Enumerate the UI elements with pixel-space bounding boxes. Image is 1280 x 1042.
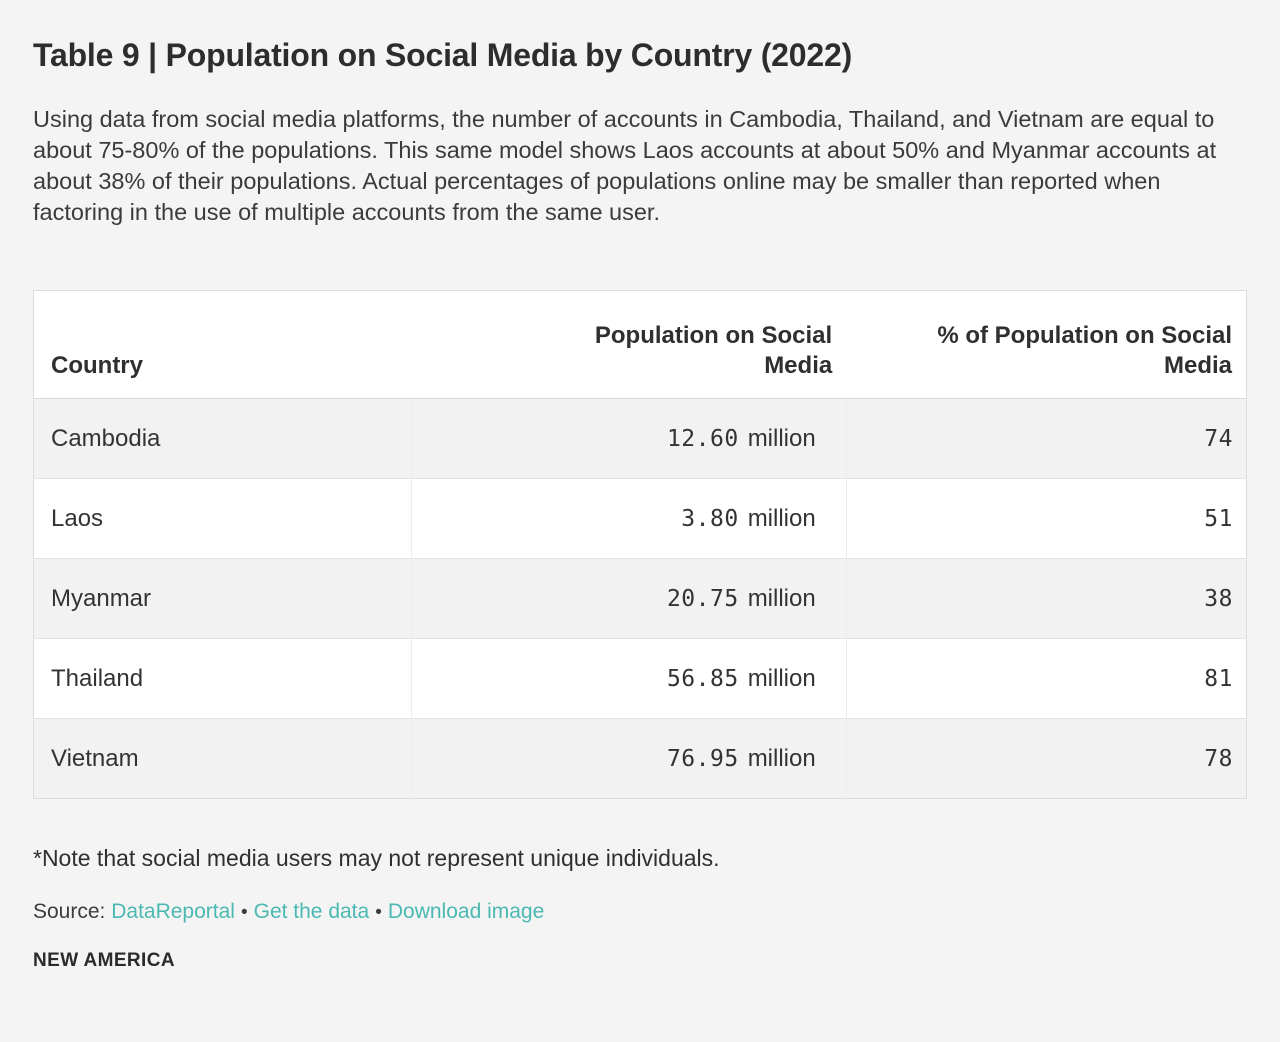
column-header-population-label: Population on Social Media (594, 322, 833, 379)
download-image-link[interactable]: Download image (387, 900, 545, 923)
percent-cell: 78 (845, 718, 1247, 799)
population-unit: million (747, 424, 816, 452)
get-the-data-link[interactable]: Get the data (253, 900, 370, 923)
column-header-percent: % of Population on Social Media (846, 290, 1247, 399)
table-header: Country Population on Social Media % of … (33, 290, 1247, 399)
header-row: Country Population on Social Media % of … (33, 290, 1247, 399)
footnote: *Note that social media users may not re… (33, 845, 720, 871)
chart-description: Using data from social media platforms, … (33, 106, 1217, 225)
country-cell: Laos (33, 478, 412, 559)
population-value: 3.80 (681, 505, 739, 532)
column-header-population: Population on Social Media (411, 290, 847, 399)
table-row: Thailand 56.85 million 81 (33, 638, 1247, 719)
population-unit: million (747, 664, 816, 692)
percent-cell: 74 (845, 398, 1247, 479)
percent-cell: 51 (845, 478, 1247, 559)
data-table-container: Country Population on Social Media % of … (33, 290, 1247, 799)
source-line: Source: DataReportal • Get the data • Downlo… (33, 900, 1247, 924)
country-cell: Thailand (33, 638, 412, 719)
population-value: 56.85 (666, 665, 739, 692)
page-title: Table 9 | Population on Social Media by … (33, 37, 853, 73)
table-row: Laos 3.80 million 51 (33, 478, 1247, 559)
population-cell: 56.85 million (411, 638, 847, 719)
source-label: Source: (33, 900, 106, 923)
population-unit: million (747, 744, 816, 772)
population-unit: million (747, 584, 816, 612)
bullet-separator: • (240, 902, 248, 923)
table-row: Cambodia 12.60 million 74 (33, 398, 1247, 479)
table-row: Myanmar 20.75 million 38 (33, 558, 1247, 639)
country-cell: Myanmar (33, 558, 412, 639)
population-cell: 20.75 million (411, 558, 847, 639)
country-cell: Cambodia (33, 398, 412, 479)
population-value: 12.60 (666, 425, 739, 452)
population-value: 20.75 (666, 585, 739, 612)
country-cell: Vietnam (33, 718, 412, 799)
table-row: Vietnam 76.95 million 78 (33, 718, 1247, 799)
source-link-datareportal[interactable]: DataReportal (111, 900, 235, 923)
population-table: Country Population on Social Media % of … (33, 290, 1247, 799)
bullet-separator: • (375, 902, 382, 923)
percent-cell: 81 (845, 638, 1247, 719)
population-value: 76.95 (666, 745, 739, 772)
new-america-logo: NEW AMERICA (33, 950, 175, 971)
population-unit: million (747, 504, 816, 532)
column-header-country: Country (33, 290, 412, 399)
population-cell: 12.60 million (411, 398, 847, 479)
column-header-percent-label: % of Population on Social Media (937, 322, 1232, 379)
table-body: Cambodia 12.60 million 74 Laos 3.80 millio… (33, 398, 1247, 799)
column-header-country-label: Country (51, 352, 143, 379)
percent-cell: 38 (845, 558, 1247, 639)
population-cell: 76.95 million (411, 718, 847, 799)
population-cell: 3.80 million (411, 478, 847, 559)
